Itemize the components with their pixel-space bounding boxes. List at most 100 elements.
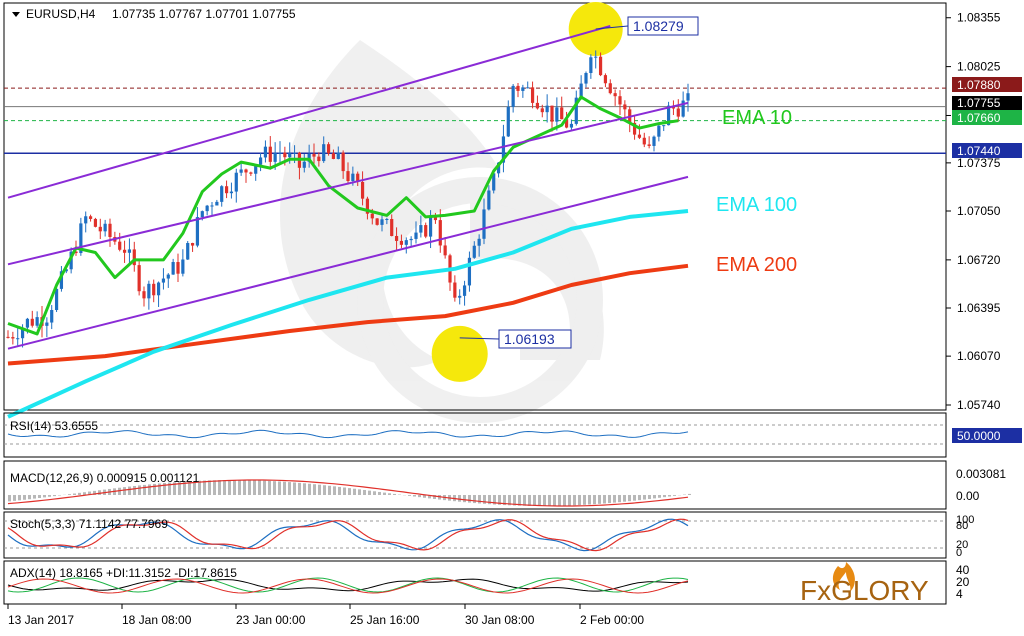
macd-bar [243, 480, 246, 495]
candle-bear [137, 265, 141, 292]
macd-bar [93, 490, 96, 495]
main-panel [3, 2, 947, 411]
tag-black-bg [952, 96, 1022, 110]
macd-bar [43, 495, 46, 498]
candle-bull [79, 223, 83, 254]
candle-bull [666, 105, 671, 126]
candle-bear [152, 283, 156, 296]
macd-bar [273, 481, 276, 495]
tag-red-bg [952, 77, 1022, 92]
candle-bear [623, 104, 627, 110]
macd-bar [138, 485, 141, 495]
price-layer [4, 1, 946, 419]
price-tick-label: 1.05740 [957, 398, 1001, 412]
candle-bull [156, 282, 161, 296]
callout-high-box [627, 16, 699, 36]
candle-bear [360, 181, 365, 199]
macd-bar [623, 495, 626, 502]
candle-bear [249, 172, 253, 174]
header-ohlc: 1.07735 1.07767 1.07701 1.07755 [112, 7, 296, 21]
macd-bar [233, 480, 236, 495]
stoch-scale-80: 80 [956, 520, 968, 532]
macd-bar [193, 480, 196, 495]
candle-bull [229, 191, 234, 194]
macd-bar [583, 495, 586, 505]
candle-bull [496, 162, 501, 174]
macd-bar [513, 495, 516, 506]
macd-bar [593, 495, 596, 505]
candle-bull [482, 209, 486, 239]
macd-bar [638, 495, 641, 501]
candle-bear [356, 173, 360, 182]
macd-bar [263, 480, 266, 495]
callout-high-leader [595, 25, 629, 30]
candle-bull [414, 232, 418, 239]
ema10-line [7, 95, 679, 336]
ema200-line [7, 263, 689, 366]
candle-bear [224, 186, 229, 194]
macd-bar [208, 480, 211, 495]
candle-bull [171, 262, 175, 275]
candle-bull [385, 218, 389, 220]
macd-bar [183, 481, 186, 495]
candle-bull [555, 107, 559, 122]
header: EURUSD,H4 1.07735 1.07767 1.07701 1.0775… [12, 7, 296, 21]
callout-low: 1.06193 [504, 331, 555, 347]
macd-bar [158, 483, 161, 495]
macd-bar [648, 495, 651, 499]
macd-bar [663, 495, 666, 498]
stoch-panel [3, 511, 947, 559]
candle-bull [545, 105, 549, 113]
adx-scale-20: 20 [956, 575, 970, 589]
macd-bar [393, 493, 396, 495]
macd-bar [228, 480, 231, 495]
macd-bar [528, 495, 531, 506]
macd-bar [333, 486, 336, 495]
candle-bull [64, 269, 68, 272]
channel-upper-line [7, 24, 611, 199]
candle-bull [288, 153, 292, 158]
candle-bull [234, 172, 238, 192]
candle-bull [336, 152, 340, 159]
dropdown-triangle-icon[interactable] [12, 12, 20, 17]
macd-panel [3, 460, 947, 510]
macd-scale-top: 0.003081 [956, 467, 1006, 481]
macd-bar [293, 482, 296, 495]
candle-bear [341, 152, 345, 172]
candle-bear [118, 241, 122, 250]
candle-bull [681, 100, 685, 117]
callout-high: 1.08279 [633, 18, 684, 34]
rsi-panel [3, 412, 947, 458]
macd-bar [213, 480, 216, 495]
highlight-low [431, 325, 488, 382]
adx-scale-4: 4 [956, 587, 963, 601]
candle-bear [88, 216, 93, 219]
label-ema100: EMA 100 [716, 194, 797, 216]
macd-bar [163, 483, 166, 495]
macd-bar [8, 495, 11, 502]
macd-bar [238, 480, 241, 495]
macd-bar [338, 486, 341, 495]
macd-bar [668, 495, 671, 497]
macd-bar [408, 495, 411, 496]
macd-bar [563, 495, 566, 506]
time-tick-label: 13 Jan 2017 [8, 613, 74, 627]
macd-bar [123, 487, 126, 495]
candle-bear [365, 198, 370, 214]
candle-bear [244, 169, 248, 173]
candle-bull [589, 57, 593, 74]
macd-bar [543, 495, 546, 506]
candle-bull [594, 56, 598, 58]
stoch-scale-0: 0 [956, 547, 962, 559]
macd-bar [368, 490, 371, 495]
candle-bear [642, 137, 646, 145]
candle-bull [686, 93, 690, 101]
macd-bar [483, 495, 486, 504]
candle-bull [472, 245, 476, 258]
candle-bull [380, 219, 384, 225]
candle-bear [190, 243, 195, 246]
macd-bar [133, 485, 136, 495]
stoch-scale-100: 100 [956, 514, 974, 526]
candle-bull [584, 73, 588, 84]
